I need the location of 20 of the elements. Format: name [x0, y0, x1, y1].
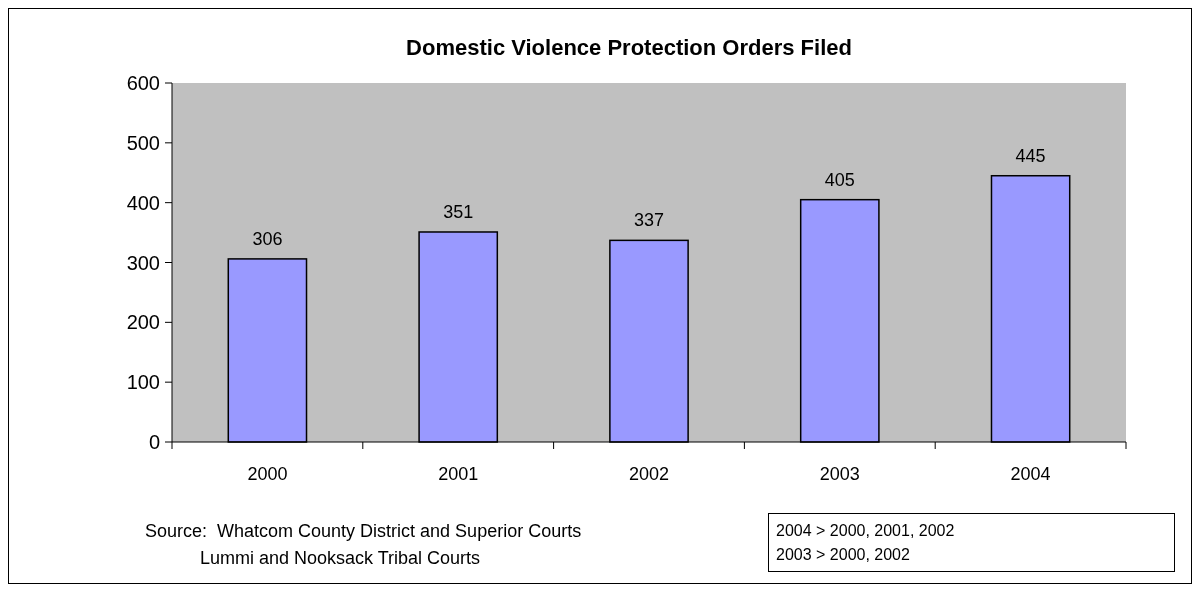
chart-title: Domestic Violence Protection Orders Filed — [406, 35, 852, 60]
x-tick-label: 2003 — [819, 464, 860, 484]
data-label: 445 — [1015, 145, 1046, 166]
y-tick-label: 0 — [148, 431, 160, 453]
y-tick-label: 200 — [126, 311, 160, 334]
text: 2004 > 2000, 2001, 2002 2003 > 2000, 2002 — [776, 522, 955, 563]
data-label: 351 — [443, 201, 474, 222]
source-note: Source: Whatcom County District and Superior Courts Lummi and Nooksack Tribal Courts — [145, 521, 582, 568]
y-tick-label: 400 — [126, 191, 160, 214]
data-label: 405 — [824, 169, 855, 190]
data-label: 306 — [252, 228, 283, 249]
x-tick-label: 2004 — [1010, 464, 1051, 484]
x-tick-label: 2002 — [628, 464, 670, 484]
y-tick-label: 300 — [126, 251, 160, 274]
x-tick-label: 2000 — [247, 464, 288, 484]
y-tick-label: 500 — [126, 131, 160, 154]
data-label: 337 — [633, 210, 665, 231]
x-tick-label: 2001 — [438, 464, 479, 484]
y-tick-label: 100 — [126, 371, 160, 394]
y-tick-label: 600 — [126, 72, 160, 94]
